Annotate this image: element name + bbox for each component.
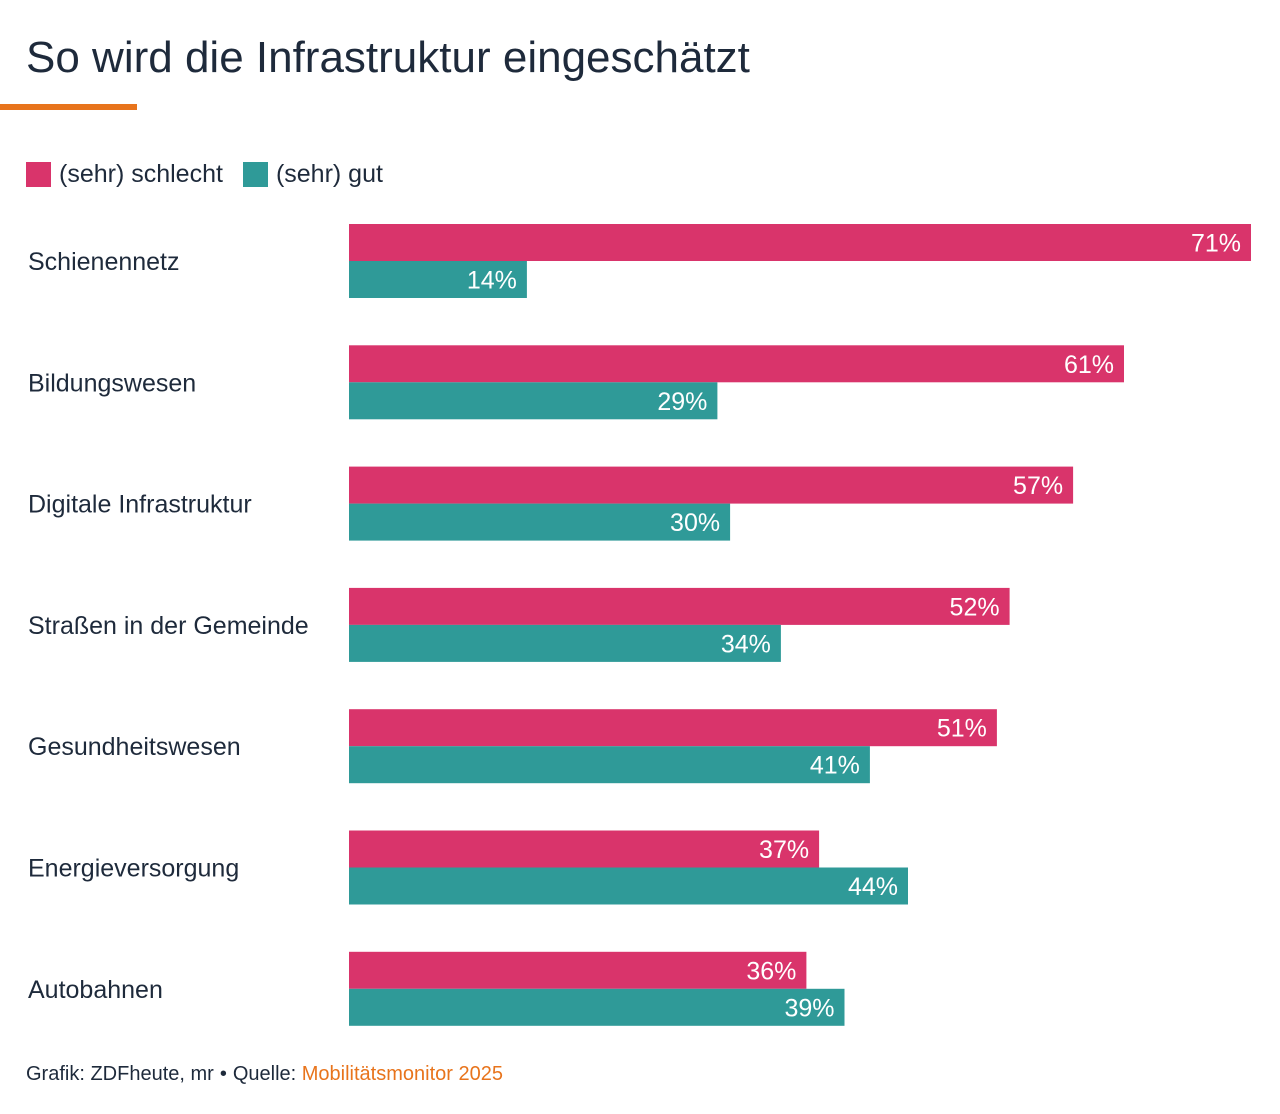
- bar-schlecht-gesundheitswesen: [349, 709, 997, 747]
- title-accent-rule: [0, 104, 137, 110]
- value-label-gut-schienennetz: 14%: [467, 267, 517, 295]
- bar-gut-autobahnen: [349, 988, 845, 1026]
- value-label-gut-digitale-infrastruktur: 30%: [670, 509, 720, 537]
- value-label-schlecht-digitale-infrastruktur: 57%: [1013, 472, 1063, 500]
- value-label-schlecht-gesundheitswesen: 51%: [937, 715, 987, 743]
- source-credit: Grafik: ZDFheute, mr: [26, 1063, 214, 1085]
- source-link[interactable]: Mobilitätsmonitor 2025: [301, 1063, 503, 1085]
- category-label-gesundheitswesen: Gesundheitswesen: [28, 733, 241, 761]
- bar-schlecht-bildungswesen: [349, 345, 1124, 383]
- value-label-schlecht-autobahnen: 36%: [746, 957, 796, 985]
- value-label-schlecht-schienennetz: 71%: [1191, 230, 1241, 258]
- category-label-digitale-infrastruktur: Digitale Infrastruktur: [28, 491, 252, 519]
- legend: (sehr) schlecht (sehr) gut: [26, 160, 403, 188]
- bar-gut-schienennetz: [349, 261, 527, 298]
- legend-label-gut: (sehr) gut: [275, 159, 383, 188]
- bar-schlecht-autobahnen: [349, 951, 807, 989]
- legend-item-gut: (sehr) gut: [242, 159, 383, 189]
- bar-gut-bildungswesen: [349, 382, 718, 420]
- category-label-schienennetz: Schienennetz: [28, 248, 180, 276]
- value-label-gut-strassen-in-der-gemeinde: 34%: [721, 630, 771, 658]
- bar-gut-energieversorgung: [349, 867, 908, 905]
- bar-gut-gesundheitswesen: [349, 746, 870, 784]
- value-label-schlecht-energieversorgung: 37%: [759, 836, 809, 864]
- category-label-strassen-in-der-gemeinde: Straßen in der Gemeinde: [28, 612, 309, 640]
- bar-schlecht-schienennetz: [349, 224, 1251, 261]
- chart-title: So wird die Infrastruktur eingeschätzt: [26, 33, 750, 82]
- category-label-energieversorgung: Energieversorgung: [28, 855, 239, 883]
- bar-schlecht-energieversorgung: [349, 830, 820, 868]
- bar-schlecht-strassen-in-der-gemeinde: [349, 587, 1010, 625]
- legend-swatch-gut: [242, 161, 268, 187]
- value-label-gut-gesundheitswesen: 41%: [810, 752, 860, 780]
- source-quelle-label: Quelle:: [232, 1063, 297, 1085]
- category-label-autobahnen: Autobahnen: [28, 976, 163, 1004]
- legend-label-schlecht: (sehr) schlecht: [59, 159, 223, 188]
- value-label-gut-autobahnen: 39%: [784, 994, 834, 1022]
- value-label-schlecht-bildungswesen: 61%: [1064, 351, 1114, 379]
- bar-gut-digitale-infrastruktur: [349, 503, 731, 541]
- legend-swatch-schlecht: [26, 161, 51, 187]
- value-label-gut-bildungswesen: 29%: [657, 388, 707, 416]
- value-label-gut-energieversorgung: 44%: [848, 873, 898, 901]
- bar-gut-strassen-in-der-gemeinde: [349, 624, 781, 662]
- bar-schlecht-digitale-infrastruktur: [349, 466, 1074, 504]
- category-label-bildungswesen: Bildungswesen: [28, 369, 196, 397]
- value-label-schlecht-strassen-in-der-gemeinde: 52%: [950, 593, 1000, 621]
- legend-item-schlecht: (sehr) schlecht: [26, 160, 223, 189]
- source-separator: •: [219, 1063, 227, 1085]
- source-line: Grafik: ZDFheute, mr • Quelle: Mobilitätsm…: [26, 1063, 503, 1086]
